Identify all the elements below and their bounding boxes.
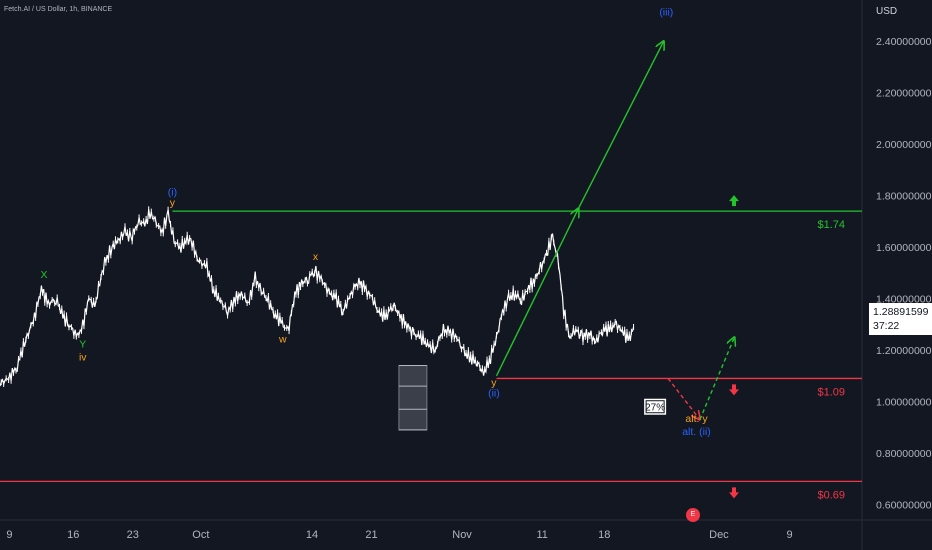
wave-label: (i): [168, 187, 177, 199]
level-arrow-icon: [729, 195, 739, 207]
wave-label: (ii): [488, 387, 500, 399]
projection-line: [699, 337, 734, 420]
symbol-title: Fetch.AI / US Dollar, 1h, BINANCE: [4, 6, 113, 13]
current-price-value: 1.28891599: [873, 306, 929, 318]
wave-label: x: [313, 251, 319, 263]
wave-label: alt. (ii): [682, 426, 711, 438]
level-label: $0.69: [817, 489, 845, 501]
x-tick-label: 9: [6, 529, 12, 541]
y-tick-label: 1.60000000: [876, 242, 932, 254]
x-tick-label: 11: [536, 529, 547, 541]
projection-line: [667, 377, 700, 419]
level-label: $1.74: [817, 219, 845, 231]
x-tick-label: 16: [67, 529, 79, 541]
price-axis-currency[interactable]: USD: [876, 6, 898, 17]
percent-label: 27%: [645, 403, 665, 414]
current-price-tag: 1.28891599 37:22: [869, 303, 932, 335]
projection-line: [495, 209, 579, 377]
x-tick-label: Oct: [192, 529, 209, 541]
x-tick-label: 23: [127, 529, 139, 541]
level-arrow-icon: [729, 384, 739, 396]
level-arrow-icon: [729, 487, 739, 499]
price-series-line: [0, 209, 635, 387]
y-tick-label: 2.20000000: [876, 88, 932, 100]
volume-profile-box: [398, 365, 428, 431]
percent-label-frame: [645, 400, 665, 414]
x-tick-label: 14: [306, 529, 318, 541]
y-tick-label: 1.40000000: [876, 294, 932, 306]
wave-label: (iii): [659, 6, 673, 18]
candle-countdown: 37:22: [873, 320, 900, 332]
wave-label: Y: [79, 339, 86, 351]
wave-label: alt. y: [685, 413, 708, 425]
projection-line: [577, 41, 663, 209]
x-tick-label: 21: [365, 529, 377, 541]
wave-label: y: [170, 197, 176, 209]
wave-label: y: [491, 377, 497, 389]
level-label: $1.09: [817, 386, 845, 398]
x-tick-label: 18: [598, 529, 610, 541]
y-tick-label: 0.60000000: [876, 500, 932, 512]
y-tick-label: 1.80000000: [876, 191, 932, 203]
percent-label-box: [644, 398, 667, 415]
y-tick-label: 1.00000000: [876, 397, 932, 409]
y-tick-label: 1.20000000: [876, 345, 932, 357]
x-tick-label: 9: [787, 529, 793, 541]
wave-label: iv: [79, 351, 87, 363]
y-tick-label: 2.40000000: [876, 36, 932, 48]
y-tick-label: 0.80000000: [876, 448, 932, 460]
x-tick-label: Dec: [709, 529, 729, 541]
x-tick-label: Nov: [452, 529, 472, 541]
y-tick-label: 2.00000000: [876, 139, 932, 151]
wave-label: w: [278, 333, 287, 345]
wave-label: X: [40, 269, 47, 281]
event-badge-icon[interactable]: E: [686, 508, 700, 522]
